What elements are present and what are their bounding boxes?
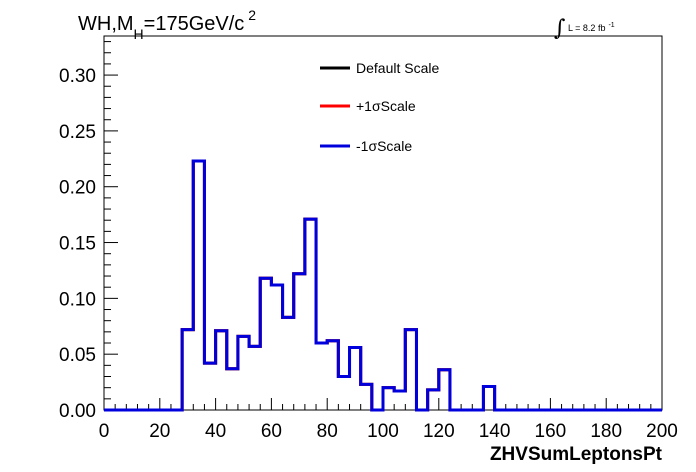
x-tick-label: 120 [423,421,455,442]
x-tick-label: 160 [535,421,567,442]
x-tick-label: 180 [590,421,622,442]
x-tick-label: 80 [317,421,338,442]
y-tick-label: 0.25 [59,122,96,143]
luminosity-value: L = 8.2 fb [568,23,605,33]
title-rest: =175GeV/c [144,13,245,35]
x-tick-label: 40 [205,421,226,442]
y-axis: 0.00 0.05 0.10 0.15 0.20 0.25 0.30 [59,41,118,422]
x-axis: 0 20 40 60 80 100 120 140 160 180 200 [99,398,678,442]
y-tick-label: 0.00 [59,401,96,422]
chart-title: WH,MH=175GeV/c 2 [78,7,256,42]
x-tick-label: 200 [646,421,678,442]
integral-symbol: ∫ [554,16,566,41]
x-tick-label: 0 [99,421,110,442]
y-tick-label: 0.20 [59,178,96,199]
x-tick-label: 20 [149,421,170,442]
luminosity-text: L = 8.2 fb -1 [568,22,615,33]
x-tick-label: 100 [367,421,399,442]
series-line-2 [104,159,662,412]
legend-label-1: +1σScale [356,98,416,114]
title-subscript: H [134,26,144,42]
title-superscript: 2 [248,7,256,23]
x-tick-label: 140 [479,421,511,442]
x-tick-label: 60 [261,421,282,442]
legend: Default Scale +1σScale -1σScale [320,60,439,154]
y-tick-label: 0.15 [59,234,96,255]
y-tick-label: 0.30 [59,66,96,87]
y-tick-label: 0.10 [59,289,96,310]
title-main: WH,M [78,13,134,35]
series-layer [104,159,662,412]
luminosity-superscript: -1 [608,22,614,29]
legend-label-2: -1σScale [356,138,412,154]
x-axis-label: ZHVSumLeptonsPt [490,444,663,465]
luminosity-label: ∫ L = 8.2 fb -1 [554,16,615,41]
legend-label-0: Default Scale [356,60,439,76]
y-tick-label: 0.05 [59,345,96,366]
